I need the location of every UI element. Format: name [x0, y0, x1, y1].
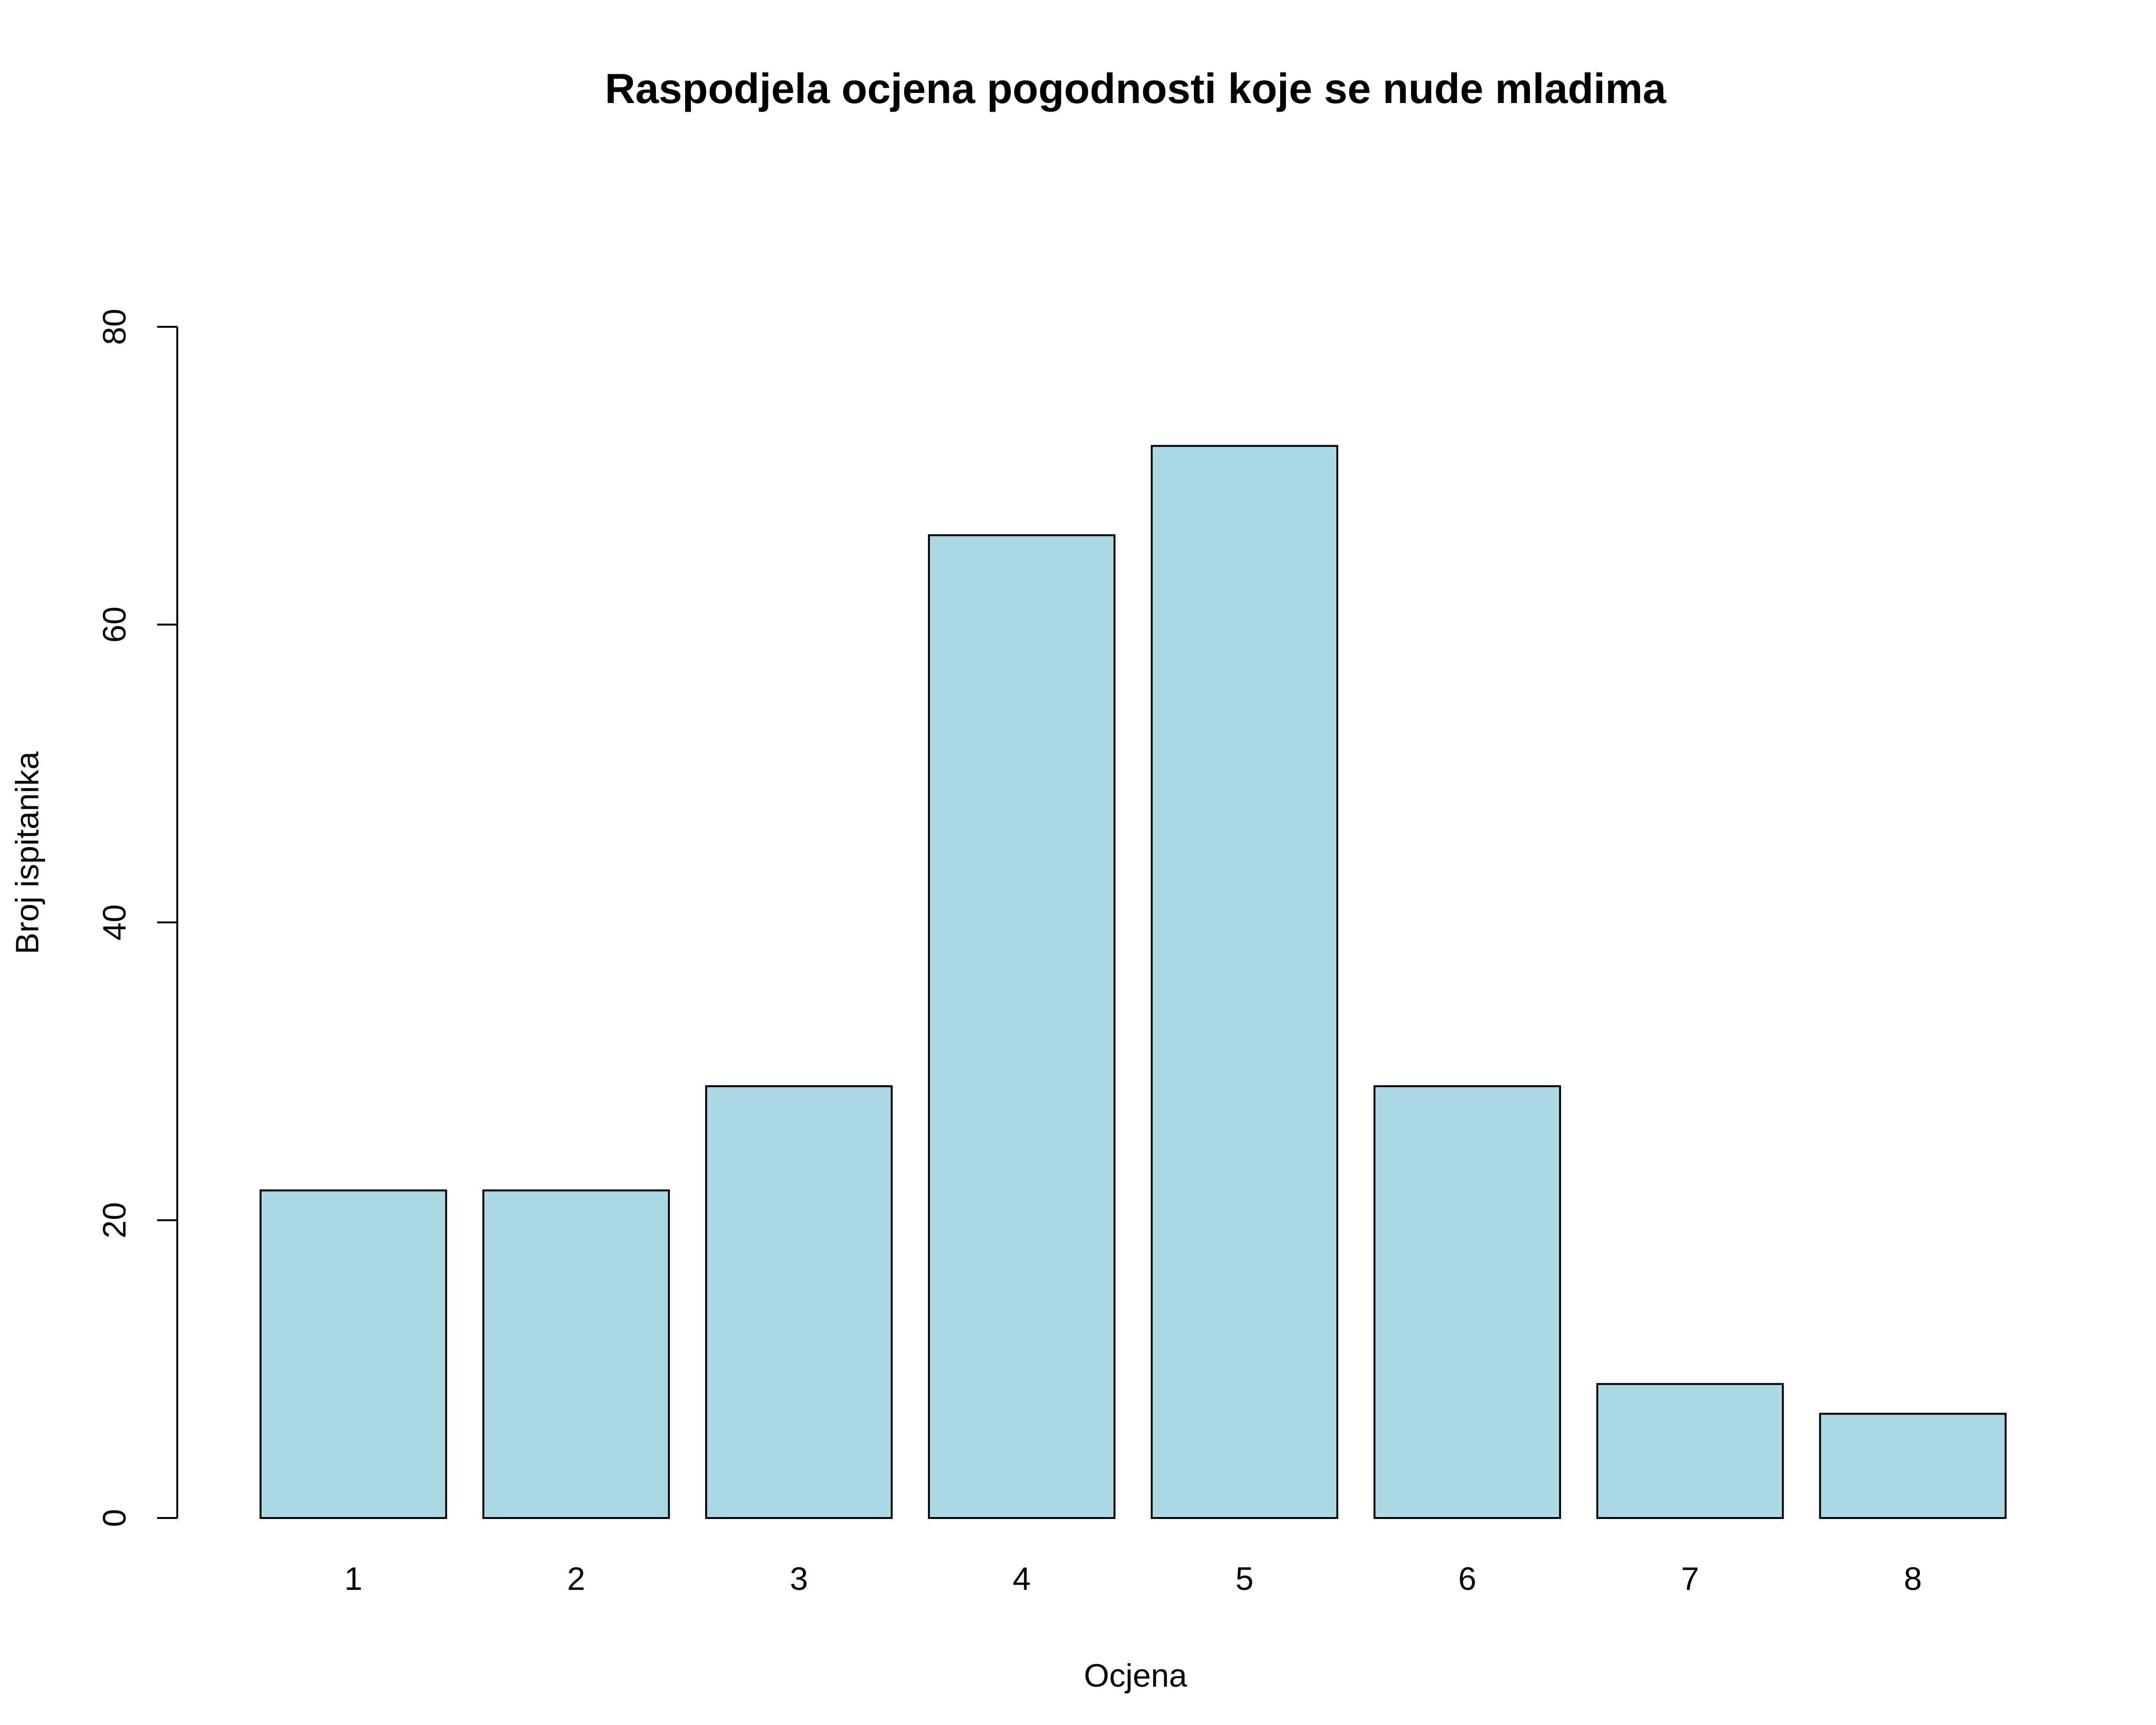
bar-7 [1596, 1383, 1784, 1519]
y-axis-label: Broj ispitanika [9, 751, 46, 954]
x-tick-label-8: 8 [1904, 1561, 1922, 1597]
y-tick-label: 60 [96, 607, 133, 643]
x-tick-label-3: 3 [790, 1561, 808, 1597]
chart-title: Raspodjela ocjena pogodnosti koje se nud… [605, 65, 1666, 112]
x-tick-labels: 1 2 3 4 5 6 7 8 [344, 1561, 1922, 1597]
bar-3 [705, 1085, 893, 1519]
bar-2 [482, 1189, 670, 1519]
x-tick-label-2: 2 [567, 1561, 585, 1597]
x-tick-label-5: 5 [1236, 1561, 1254, 1597]
y-tick-label: 40 [96, 904, 133, 941]
x-tick-label-4: 4 [1013, 1561, 1031, 1597]
y-tick-label: 20 [96, 1202, 133, 1239]
x-tick-label-1: 1 [344, 1561, 363, 1597]
y-tick-label: 80 [96, 309, 133, 345]
y-tick-label: 0 [96, 1509, 133, 1527]
x-axis-label: Ocjena [1084, 1657, 1187, 1694]
y-axis: 0 20 40 60 80 [96, 309, 178, 1527]
bar-6 [1373, 1085, 1561, 1519]
bars-group [259, 445, 2007, 1519]
x-tick-label-6: 6 [1458, 1561, 1477, 1597]
bar-4 [928, 534, 1116, 1519]
x-tick-label-7: 7 [1681, 1561, 1699, 1597]
bar-1 [259, 1189, 447, 1519]
bar-5 [1150, 445, 1339, 1519]
bar-8 [1819, 1413, 2007, 1519]
